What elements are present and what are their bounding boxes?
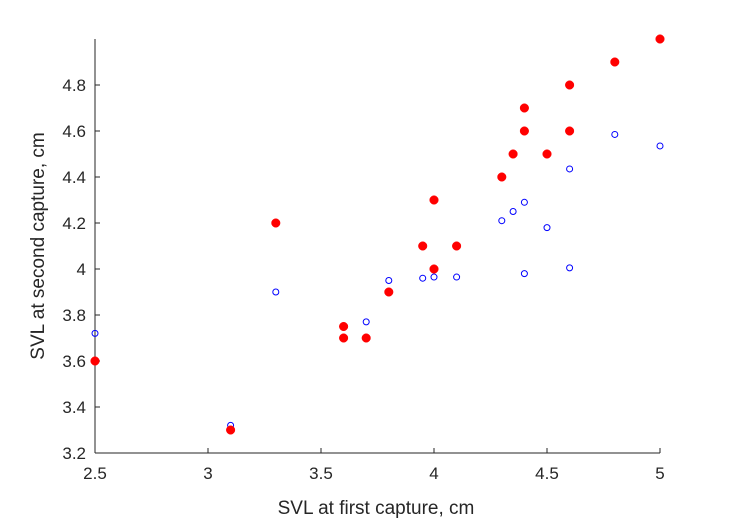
open-data-point bbox=[656, 142, 664, 150]
data-points bbox=[90, 34, 665, 435]
open-data-point bbox=[611, 130, 619, 138]
y-tick-label: 3.6 bbox=[62, 352, 86, 371]
y-tick-label: 4 bbox=[77, 260, 86, 279]
open-data-point bbox=[272, 288, 280, 296]
filled-data-point bbox=[565, 126, 575, 136]
filled-data-point bbox=[508, 149, 518, 159]
open-data-point bbox=[453, 273, 461, 281]
filled-data-point bbox=[271, 218, 281, 228]
x-tick-label: 3 bbox=[203, 464, 212, 483]
open-data-point bbox=[520, 270, 528, 278]
open-data-point bbox=[430, 273, 438, 281]
open-data-point bbox=[509, 208, 517, 215]
x-tick-label: 4.5 bbox=[535, 464, 559, 483]
y-tick-label: 4.2 bbox=[62, 214, 86, 233]
open-data-point bbox=[385, 277, 393, 284]
filled-data-point bbox=[90, 356, 100, 366]
x-axis-label: SVL at first capture, cm bbox=[278, 498, 475, 519]
y-tick-label: 3.2 bbox=[62, 444, 86, 463]
filled-data-point bbox=[610, 57, 620, 67]
filled-data-point bbox=[452, 241, 462, 251]
y-tick-label: 3.4 bbox=[62, 398, 86, 417]
open-data-point bbox=[91, 329, 99, 337]
open-data-point bbox=[543, 224, 551, 232]
axes: 2.5 3 3.5 4 4.5 5 3.2 3.4 3.6 3.8 4 4.2 4.4 4.6 4.8 bbox=[62, 39, 665, 483]
filled-data-point bbox=[565, 80, 575, 90]
open-data-point bbox=[520, 198, 528, 206]
filled-data-point bbox=[497, 172, 507, 182]
filled-data-point bbox=[429, 195, 439, 205]
x-tick-label: 4 bbox=[429, 464, 438, 483]
filled-data-point bbox=[361, 333, 371, 343]
open-data-point bbox=[362, 318, 370, 326]
filled-data-point bbox=[339, 321, 349, 332]
filled-data-point bbox=[519, 126, 529, 136]
open-data-point bbox=[419, 274, 427, 282]
filled-data-point bbox=[384, 287, 394, 297]
filled-data-point bbox=[226, 425, 236, 435]
y-tick-label: 4.4 bbox=[62, 168, 86, 187]
y-tick-label: 4.6 bbox=[62, 122, 86, 141]
filled-data-point bbox=[429, 264, 439, 274]
y-tick-label: 3.8 bbox=[62, 306, 86, 325]
open-data-point bbox=[566, 264, 574, 272]
x-tick-label: 5 bbox=[655, 464, 664, 483]
open-data-point bbox=[498, 217, 506, 225]
filled-data-point bbox=[418, 241, 428, 251]
filled-data-point bbox=[339, 333, 349, 343]
y-tick-label: 4.8 bbox=[62, 76, 86, 95]
filled-data-point bbox=[655, 34, 665, 44]
open-data-point bbox=[566, 165, 574, 173]
y-axis-label: SVL at second capture, cm bbox=[28, 132, 49, 359]
filled-data-point bbox=[519, 103, 529, 113]
x-tick-label: 3.5 bbox=[309, 464, 333, 483]
filled-data-point bbox=[542, 149, 552, 159]
x-tick-label: 2.5 bbox=[83, 464, 107, 483]
